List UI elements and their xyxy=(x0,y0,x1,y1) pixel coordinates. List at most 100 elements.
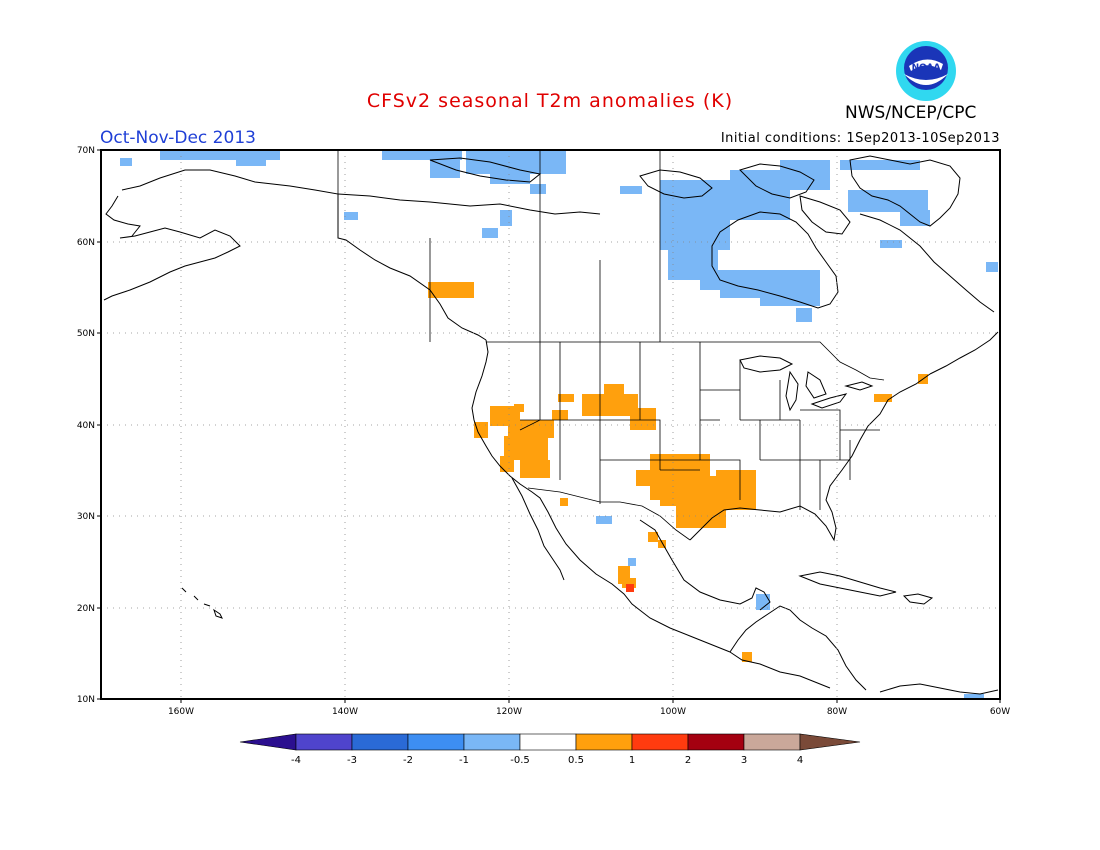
anomaly-cell xyxy=(620,186,642,194)
colorbar-labels: -4 -3 -2 -1 -0.5 0.5 1 2 3 4 xyxy=(291,755,803,766)
colorbar xyxy=(239,733,861,751)
hispaniola xyxy=(902,593,934,605)
great-lakes-michigan xyxy=(785,370,799,412)
anomaly-cell xyxy=(626,584,634,592)
anomaly-cell xyxy=(660,180,730,250)
state-lines-west xyxy=(519,342,700,504)
lat-label: 60N xyxy=(77,238,95,248)
anomaly-cell xyxy=(558,394,574,402)
anomaly-cell xyxy=(236,158,266,166)
colorbar-swatch xyxy=(463,733,521,751)
colorbar-swatch xyxy=(631,733,689,751)
anomaly-cell xyxy=(160,150,280,160)
political-boundaries xyxy=(337,150,885,541)
arctic-islands-2 xyxy=(639,169,713,199)
anomaly-cell xyxy=(986,262,998,272)
great-lakes-erie xyxy=(810,393,848,409)
lat-label: 20N xyxy=(77,604,95,614)
lat-label: 10N xyxy=(77,695,95,705)
anomaly-cell xyxy=(840,160,920,170)
anomaly-cell xyxy=(500,456,514,472)
logo-text: NOAA xyxy=(912,63,941,73)
gulf-coast xyxy=(729,651,831,689)
lon-label: 100W xyxy=(660,707,686,717)
coastline-layer xyxy=(103,155,999,695)
lat-label: 70N xyxy=(77,146,95,156)
anomaly-cell xyxy=(582,394,638,416)
texas-coast xyxy=(689,373,931,542)
anomaly-cell xyxy=(648,532,658,542)
colorbar-label: 1 xyxy=(629,755,635,766)
colorbar-left-arrow xyxy=(239,733,297,751)
anomaly-cell xyxy=(500,210,512,226)
latitude-labels: 70N 60N 50N 40N 30N 20N 10N xyxy=(77,146,101,705)
anomaly-cell xyxy=(520,460,550,478)
colorbar-swatch xyxy=(687,733,745,751)
colorbar-label: -4 xyxy=(291,755,301,766)
colorbar-right-arrow xyxy=(799,733,861,751)
anomaly-cell xyxy=(560,498,568,506)
us-canada-border xyxy=(486,341,885,381)
anomaly-cell xyxy=(628,558,636,566)
anomaly-cell xyxy=(760,290,820,306)
anomaly-cell xyxy=(880,240,902,248)
anomaly-cell xyxy=(742,652,752,662)
greenland xyxy=(849,155,961,227)
great-lakes-huron xyxy=(805,371,827,399)
arctic-islands-1 xyxy=(739,163,815,199)
anomaly-cell xyxy=(874,394,892,402)
chart-title: CFSv2 seasonal T2m anomalies (K) xyxy=(366,90,734,112)
colorbar-label: -3 xyxy=(347,755,357,766)
lon-label: 120W xyxy=(496,707,522,717)
anomaly-cell xyxy=(604,384,624,396)
state-lines-east xyxy=(739,360,880,510)
colorbar-swatch xyxy=(519,733,577,751)
colorbar-label: -0.5 xyxy=(510,755,530,766)
lat-label: 50N xyxy=(77,329,95,339)
great-lakes-ontario xyxy=(844,381,874,391)
anomaly-cell xyxy=(596,516,612,524)
west-coast-us xyxy=(471,339,731,653)
noaa-logo-icon: NOAA xyxy=(896,41,956,101)
lon-label: 80W xyxy=(827,707,847,717)
anomaly-cell xyxy=(514,404,524,412)
anomaly-cell xyxy=(530,184,546,194)
anomaly-cell xyxy=(636,470,650,486)
colorbar-label: -2 xyxy=(403,755,413,766)
lon-label: 60W xyxy=(990,707,1010,717)
us-mexico-border xyxy=(527,487,691,541)
alaska-peninsula xyxy=(103,227,241,301)
anomaly-cell xyxy=(120,158,132,166)
alaska-west xyxy=(105,195,141,237)
lat-label: 40N xyxy=(77,421,95,431)
baja xyxy=(511,477,565,581)
anomaly-cell xyxy=(756,594,770,610)
anomaly-cell xyxy=(344,212,358,220)
colorbar-swatch xyxy=(407,733,465,751)
central-america xyxy=(729,605,867,691)
canada-arctic xyxy=(337,193,601,215)
anomaly-cell xyxy=(508,420,554,438)
anomaly-cell xyxy=(382,150,462,160)
colorbar-label: 4 xyxy=(797,755,803,766)
anomaly-cell xyxy=(848,190,928,212)
colorbar-label: 2 xyxy=(685,755,691,766)
initial-conditions-label: Initial conditions: 1Sep2013-10Sep2013 xyxy=(720,131,1000,146)
anomaly-cell xyxy=(482,228,498,238)
ne-canada-coast xyxy=(929,331,999,375)
south-america xyxy=(879,683,999,695)
anomaly-cell xyxy=(474,422,488,438)
colorbar-swatch xyxy=(575,733,633,751)
baffin xyxy=(799,195,851,235)
lon-label: 140W xyxy=(332,707,358,717)
anomaly-cell xyxy=(964,694,984,698)
lon-label: 160W xyxy=(168,707,194,717)
hawaii xyxy=(181,587,223,619)
longitude-labels: 160W 140W 120W 100W 80W 60W xyxy=(168,699,1010,717)
colorbar-swatch xyxy=(743,733,801,751)
colorbar-swatch xyxy=(295,733,353,751)
season-label: Oct-Nov-Dec 2013 xyxy=(100,128,256,148)
lat-label: 30N xyxy=(77,512,95,522)
agency-label: NWS/NCEP/CPC xyxy=(845,103,977,123)
